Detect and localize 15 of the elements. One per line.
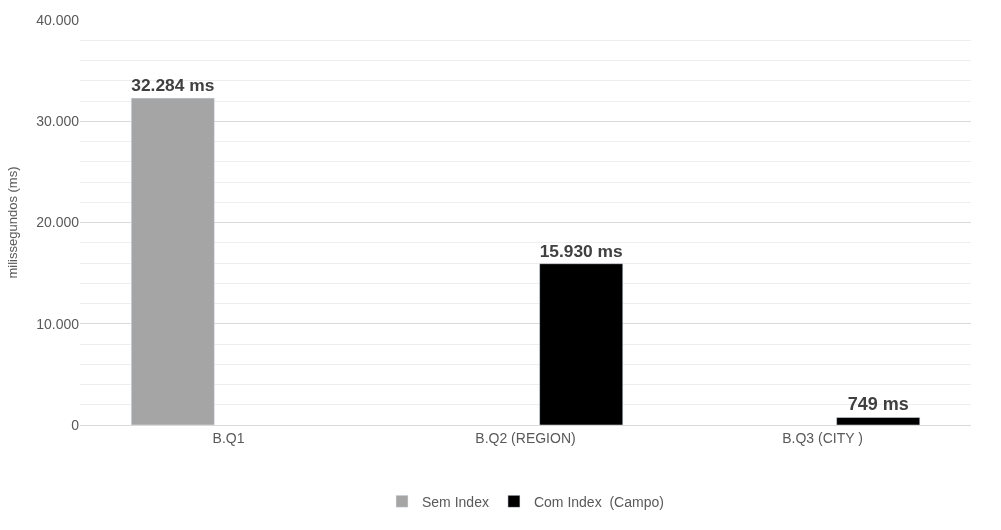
data-label: 15.930 ms	[539, 240, 623, 261]
x-tick-label: B.Q1	[212, 429, 245, 446]
data-label: 32.284 ms	[131, 75, 215, 96]
y-axis-title: milissegundos (ms)	[5, 166, 21, 279]
y-tick-label: 30.000	[36, 113, 80, 130]
y-tick-label: 40.000	[36, 11, 80, 28]
x-tick-label: B.Q3 (CITY )	[782, 429, 863, 446]
data-label: 749 ms	[847, 394, 909, 415]
y-tick-label: 10.000	[36, 315, 80, 332]
legend-label: Sem Index	[422, 493, 489, 510]
y-tick-label: 0	[71, 416, 80, 433]
legend-label: Com Index (Campo)	[533, 493, 664, 510]
bar	[836, 417, 921, 425]
x-tick-label: B.Q2 (REGION)	[475, 429, 576, 446]
y-tick-label: 20.000	[36, 214, 80, 231]
